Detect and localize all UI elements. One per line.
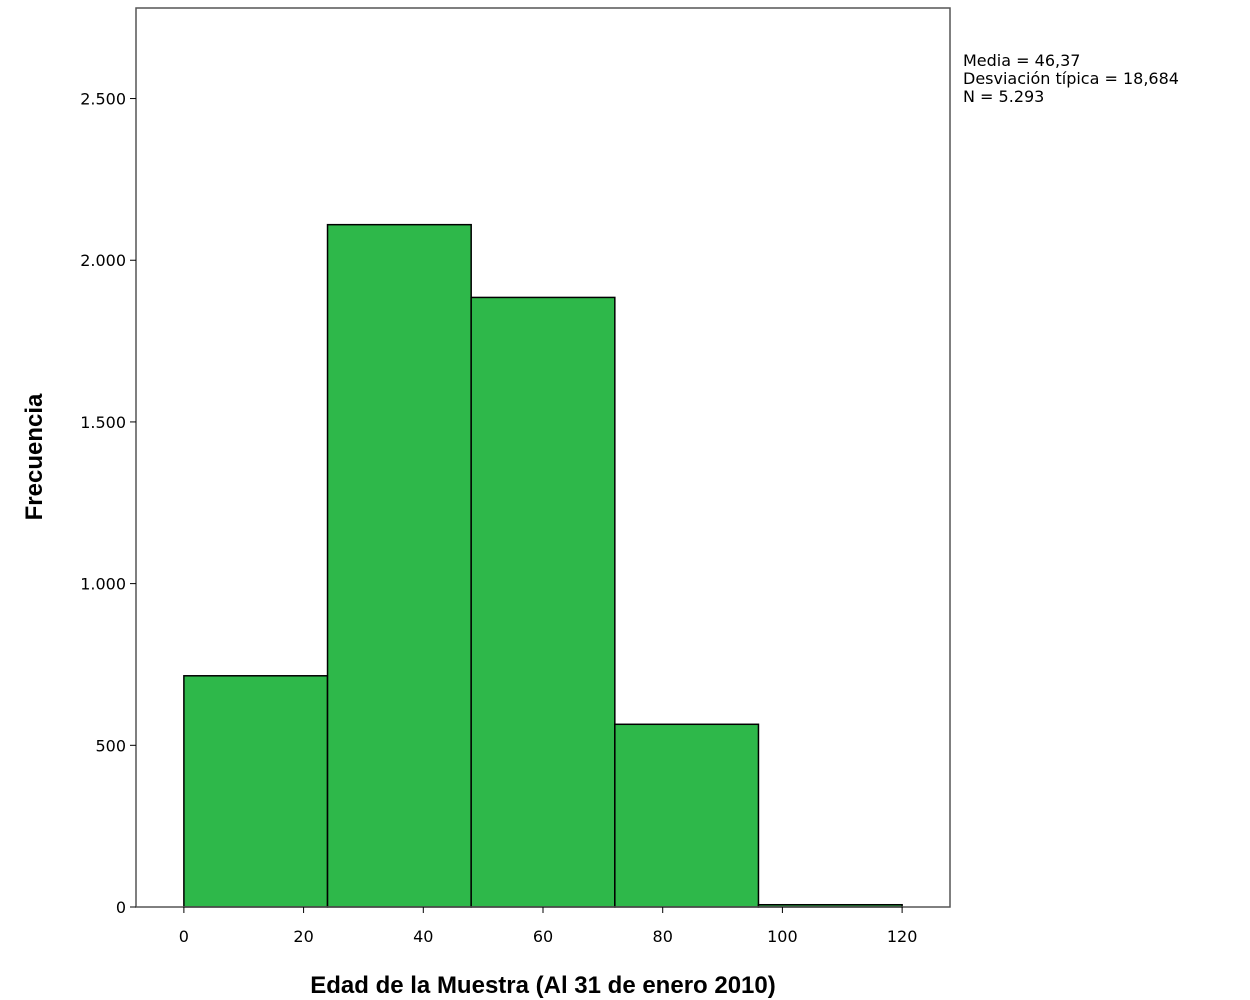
x-tick-label: 120	[887, 927, 918, 946]
n-stat: N = 5.293	[963, 87, 1045, 106]
y-tick-label: 1.000	[80, 575, 126, 594]
x-tick-label: 0	[179, 927, 189, 946]
y-tick-label: 1.500	[80, 413, 126, 432]
y-axis-title: Frecuencia	[21, 393, 48, 520]
y-axis: 0 500 1.000 1.500 2.000 2.500	[80, 90, 136, 917]
stats-legend: Media = 46,37 Desviación típica = 18,684…	[963, 52, 1179, 106]
x-axis-title: Edad de la Muestra (Al 31 de enero 2010)	[310, 972, 776, 999]
std-dev-stat: Desviación típica = 18,684	[963, 69, 1179, 88]
y-tick-label: 2.000	[80, 251, 126, 270]
x-tick-label: 40	[413, 927, 433, 946]
mean-stat: Media = 46,37	[963, 51, 1081, 70]
y-tick-label: 2.500	[80, 90, 126, 109]
x-tick-label: 100	[767, 927, 798, 946]
x-axis: 0 20 40 60 80 100 120	[179, 907, 918, 946]
bars-layer	[183, 223, 903, 908]
histogram-bar-1	[183, 675, 329, 908]
histogram-bar-4	[614, 723, 760, 908]
x-tick-label: 60	[533, 927, 553, 946]
y-tick-label: 0	[116, 898, 126, 917]
histogram-bar-2	[326, 223, 472, 908]
x-tick-label: 80	[653, 927, 673, 946]
y-tick-label: 500	[95, 736, 126, 755]
histogram-bar-3	[470, 296, 616, 908]
x-tick-label: 20	[293, 927, 313, 946]
